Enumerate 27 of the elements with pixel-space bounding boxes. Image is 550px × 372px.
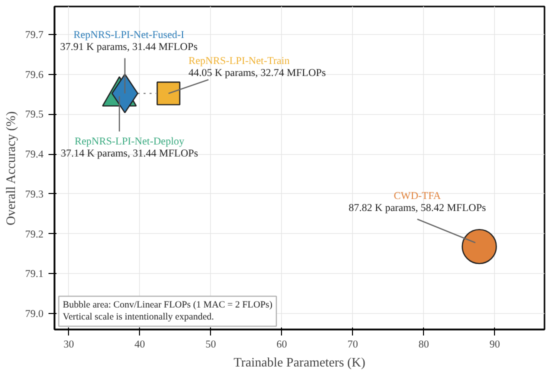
text: CWD-TFA [394, 191, 442, 202]
annotation: 44.05 K params, 32.74 MFLOPs [188, 68, 326, 79]
y-tick-label: 79.2 [25, 229, 44, 240]
y-tick-label: 79.5 [25, 110, 44, 121]
text: RepNRS-LPI-Net-Fused-I [73, 30, 185, 41]
y-tick-label: 79.3 [25, 189, 44, 200]
x-tick-label: 40 [134, 340, 145, 350]
text: RepNRS-LPI-Net-Deploy [74, 136, 185, 148]
x-tick-label: 60 [276, 340, 287, 350]
x-tick-label: 80 [418, 340, 430, 350]
y-tick-label: 79.0 [25, 309, 44, 320]
y-tick-label: 79.6 [25, 70, 44, 81]
y-tick-label: 79.1 [25, 269, 44, 280]
annotation: Bubble area: Conv/Linear FLOPs (1 MAC = 2 FLOPs) [62, 300, 272, 310]
y-tick-label: 79.7 [25, 30, 44, 41]
series-label: RepNRS-LPI-Net-Train [188, 56, 290, 67]
x-tick-label: 70 [348, 340, 358, 350]
x-tick-label: 90 [490, 340, 500, 350]
annotation: Vertical scale is intentionally expanded. [62, 312, 214, 322]
annotation: 87.82 K params, 58.42 MFLOPs [348, 203, 486, 214]
y-tick-label: 79.4 [25, 150, 44, 161]
x-tick-label: 50 [205, 340, 216, 350]
y-axis-title: Overall Accuracy (%) [3, 111, 18, 226]
annotation: 37.14 K params, 31.44 MFLOPs [60, 148, 198, 160]
x-axis-title: Trainable Parameters (K) [234, 354, 366, 370]
annotation: 37.91 K params, 31.44 MFLOPs [60, 42, 198, 53]
x-tick-label: 30 [63, 340, 74, 350]
